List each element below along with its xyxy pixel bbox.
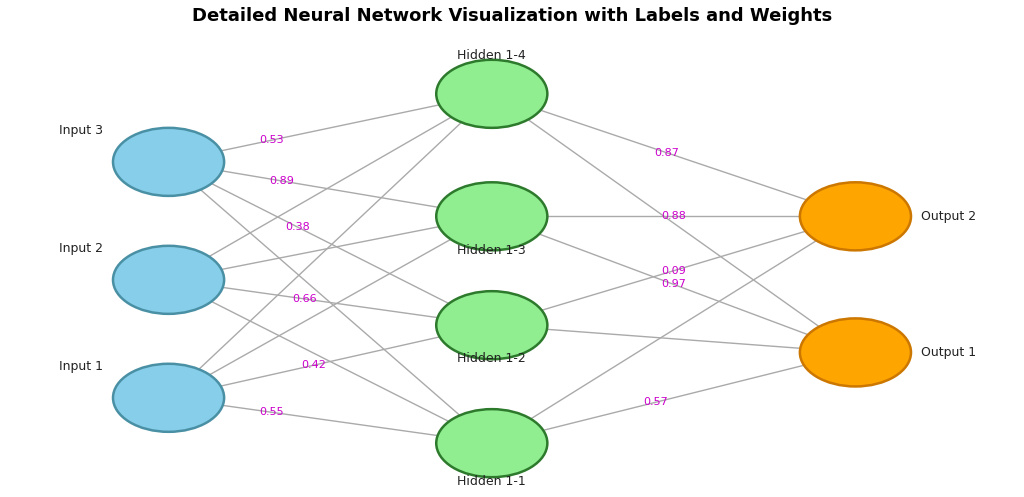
Ellipse shape [113,246,224,314]
Text: 0.88: 0.88 [662,211,686,221]
Ellipse shape [800,319,911,387]
Text: Input 2: Input 2 [59,242,102,254]
Text: 0.89: 0.89 [269,176,294,186]
Text: 0.09: 0.09 [662,266,686,276]
Text: 0.66: 0.66 [292,294,316,304]
Text: 0.57: 0.57 [643,397,668,408]
Ellipse shape [113,128,224,196]
Text: Hidden 1-4: Hidden 1-4 [458,49,526,62]
Text: Hidden 1-3: Hidden 1-3 [458,244,526,256]
Ellipse shape [436,409,548,477]
Ellipse shape [113,364,224,432]
Ellipse shape [436,60,548,128]
Title: Detailed Neural Network Visualization with Labels and Weights: Detailed Neural Network Visualization wi… [191,7,833,25]
Text: Hidden 1-2: Hidden 1-2 [458,352,526,365]
Text: 0.87: 0.87 [654,148,679,158]
Text: 0.42: 0.42 [302,360,327,370]
Text: 0.55: 0.55 [260,408,285,417]
Text: 0.97: 0.97 [662,279,686,289]
Text: 0.38: 0.38 [286,222,310,232]
Text: Input 1: Input 1 [59,359,102,373]
Text: Hidden 1-1: Hidden 1-1 [458,475,526,488]
Text: Input 3: Input 3 [59,124,102,137]
Ellipse shape [436,182,548,250]
Ellipse shape [800,182,911,250]
Text: 0.53: 0.53 [260,135,285,145]
Text: Output 1: Output 1 [922,346,976,359]
Ellipse shape [436,291,548,359]
Text: Output 2: Output 2 [922,210,976,223]
